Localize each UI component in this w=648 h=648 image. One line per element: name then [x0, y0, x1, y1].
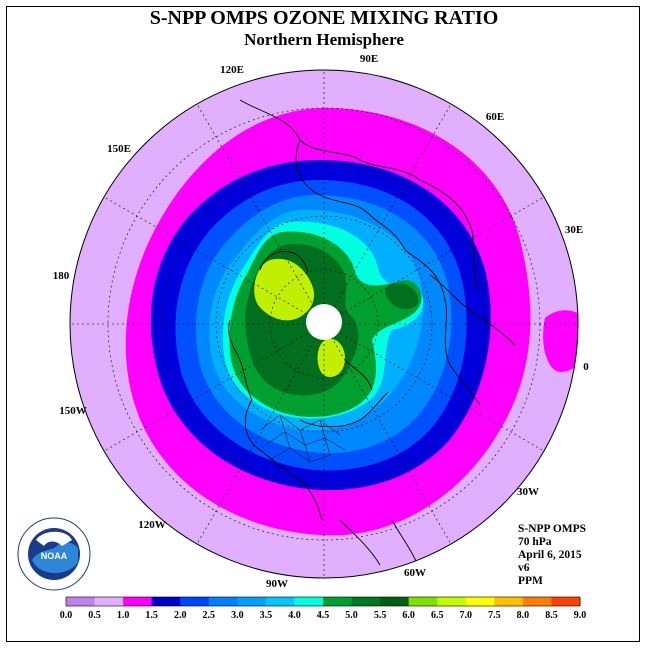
colorbar-tick-label: 7.5 [488, 610, 501, 621]
colorbar-swatch [66, 597, 96, 606]
contour-5-5-patch [317, 338, 345, 378]
lon-label-150w: 150W [59, 405, 87, 417]
colorbar-swatch [380, 597, 410, 606]
info-version: v6 [518, 562, 530, 574]
colorbar-tick-label: 4.5 [317, 610, 330, 621]
noaa-logo: NOAA [17, 517, 91, 591]
colorbar-swatch [208, 597, 238, 606]
coastlines [228, 99, 516, 571]
info-panel: S-NPP OMPS 70 hPa April 6, 2015 v6 PPM [518, 523, 586, 588]
colorbar-tick-label: 0.5 [88, 610, 101, 621]
lon-label-60e: 60E [486, 111, 504, 123]
info-level: 70 hPa [518, 536, 552, 548]
lon-label-150e: 150E [107, 143, 131, 155]
colorbar [65, 596, 581, 607]
colorbar-ticks: 0.0 0.5 1.0 1.5 2.0 2.5 3.0 3.5 4.0 4.5 5.0 5.5 6.0 6… [60, 610, 587, 621]
colorbar-outline [65, 596, 581, 607]
map-frame [6, 6, 640, 642]
colorbar-swatch [123, 597, 153, 606]
no-data-pole [306, 304, 342, 340]
colorbar-swatch [494, 597, 524, 606]
ozone-field [70, 70, 578, 578]
colorbar-tick-label: 8.5 [545, 610, 558, 621]
contour-1-5-patch [543, 310, 578, 372]
graticule [70, 70, 578, 578]
colorbar-swatch [437, 597, 467, 606]
colorbar-tick-label: 5.0 [345, 610, 358, 621]
colorbar-tick-label: 9.0 [574, 610, 587, 621]
colorbar-tick-label: 2.5 [203, 610, 216, 621]
colorbar-swatch [522, 597, 552, 606]
colorbar-swatch [151, 597, 181, 606]
lon-label-120w: 120W [138, 519, 166, 531]
lon-label-90e: 90E [360, 53, 378, 65]
colorbar-tick-label: 0.0 [60, 610, 73, 621]
colorbar-swatch [323, 597, 353, 606]
lon-label-60w: 60W [404, 567, 426, 579]
noaa-logo-text: NOAA [41, 551, 68, 561]
colorbar-swatch [351, 597, 381, 606]
colorbar-tick-label: 2.0 [174, 610, 187, 621]
colorbar-tick-label: 1.0 [117, 610, 130, 621]
info-units: PPM [518, 575, 543, 587]
colorbar-swatch [551, 597, 581, 606]
contour-5-5 [254, 258, 315, 321]
colorbar-tick-label: 6.0 [402, 610, 415, 621]
info-date: April 6, 2015 [518, 549, 582, 561]
colorbar-tick-label: 6.5 [431, 610, 444, 621]
colorbar-tick-label: 4.0 [288, 610, 301, 621]
lon-label-120e: 120E [220, 64, 244, 76]
map-subtitle: Northern Hemisphere [244, 30, 404, 49]
colorbar-tick-label: 3.5 [260, 610, 273, 621]
lon-label-30e: 30E [565, 224, 583, 236]
colorbar-swatch [294, 597, 324, 606]
colorbar-tick-label: 1.5 [145, 610, 158, 621]
lon-label-90w: 90W [266, 578, 288, 590]
colorbar-swatch [265, 597, 295, 606]
colorbar-tick-label: 5.5 [374, 610, 387, 621]
map-title: S-NPP OMPS OZONE MIXING RATIO [149, 7, 499, 29]
lon-label-30w: 30W [517, 486, 539, 498]
map-boundary [69, 69, 579, 579]
info-instrument: S-NPP OMPS [518, 523, 587, 535]
contour-5-0-patch [385, 283, 419, 310]
colorbar-swatch [408, 597, 438, 606]
colorbar-swatch [180, 597, 210, 606]
colorbar-tick-label: 7.0 [460, 610, 473, 621]
colorbar-swatch [94, 597, 124, 606]
longitude-labels: 90E 60E 30E 0 30W 60W 90W 120W 150W 180 … [53, 53, 590, 590]
state-borders [259, 414, 346, 463]
colorbar-swatch [465, 597, 495, 606]
colorbar-tick-label: 8.0 [517, 610, 530, 621]
lon-label-0: 0 [583, 361, 589, 373]
colorbar-tick-label: 3.0 [231, 610, 244, 621]
lon-label-180: 180 [53, 270, 70, 282]
colorbar-swatch [237, 597, 267, 606]
